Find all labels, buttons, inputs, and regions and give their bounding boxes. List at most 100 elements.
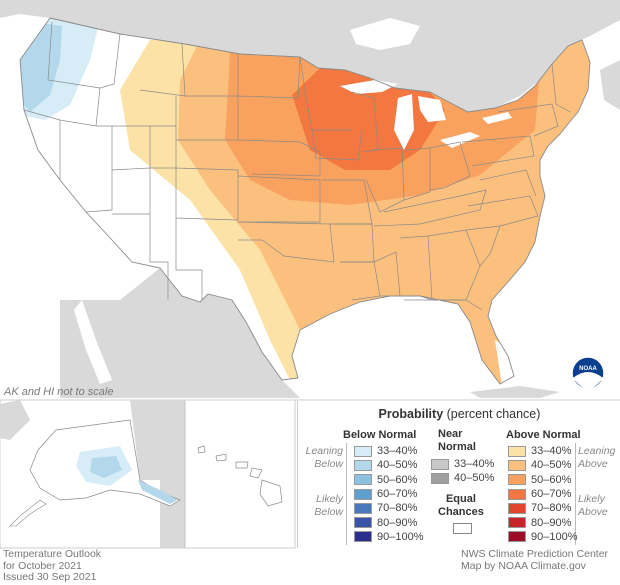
border-ut-az: [111, 167, 151, 171]
noaa-logo-text: NOAA: [579, 366, 597, 372]
lake-michigan: [394, 94, 414, 150]
likely-below-label: Likely Below: [301, 493, 343, 519]
above-swatch-label: 60–70%: [531, 488, 572, 501]
scale-note: AK and HI not to scale: [3, 386, 113, 398]
near-swatch-label: 33–40%: [454, 458, 495, 471]
above-legend-row: 80–90%: [508, 515, 578, 529]
above-swatch-label: 50–60%: [531, 473, 572, 486]
equal-chances-line1: Equal: [445, 493, 476, 505]
footer-left-line3: Issued 30 Sep 2021: [3, 571, 97, 583]
border-wa-or: [47, 21, 101, 89]
border-mn: [299, 56, 352, 131]
leaning-above-line2: Above: [578, 458, 608, 470]
below-swatch-list: 33–40% 40–50% 50–60% 60–70% 70–80% 80–90% 90–1…: [354, 444, 424, 544]
border-co-ut: [112, 126, 177, 215]
footer-right-line2: Map by NOAA Climate.gov: [461, 559, 586, 572]
above-legend-row: 40–50%: [508, 458, 578, 472]
above-swatch: [508, 502, 526, 514]
below-bracket: [346, 443, 347, 545]
below-legend-row: 60–70%: [354, 487, 424, 501]
likely-above-label: Likely Above: [578, 493, 608, 519]
near-legend-row: 33–40%: [431, 457, 494, 471]
mexico-landmass: [60, 268, 300, 398]
above-swatch-label: 33–40%: [531, 445, 572, 458]
near-swatch-list: 33–40% 40–50%: [431, 457, 494, 486]
lake-ontario: [482, 112, 512, 124]
border-nv-az: [85, 125, 113, 213]
lake-huron: [418, 96, 446, 122]
border-fl: [419, 295, 483, 311]
above-legend-row: 90–100%: [508, 530, 578, 544]
border-ky-tn: [373, 189, 487, 227]
footer-right: NWS Climate Prediction Center Map by NOA…: [461, 548, 608, 572]
border-ny: [497, 103, 559, 137]
border-ne: [237, 139, 321, 177]
below-swatch-label: 80–90%: [377, 516, 418, 529]
near-heading-line1: Near: [438, 428, 463, 440]
lake-water-canada: [350, 18, 420, 50]
above-swatch-label: 40–50%: [531, 459, 572, 472]
border-or-ca: [23, 109, 61, 121]
island-oahu: [215, 453, 227, 462]
border-ms: [373, 251, 401, 297]
gulf-of-california: [74, 300, 112, 384]
border-nc: [467, 195, 539, 227]
below-legend-row: 33–40%: [354, 444, 424, 458]
footer-left-line1: Temperature Outlook: [3, 548, 102, 560]
near-swatch-label: 40–50%: [454, 472, 495, 485]
hawaii-islands: [197, 445, 283, 507]
hawaii-panel: [184, 399, 296, 549]
above-swatch: [508, 488, 526, 500]
border-oh: [429, 141, 471, 191]
below-swatch: [354, 531, 372, 543]
canada-near-alaska: [130, 400, 184, 548]
below-swatch: [354, 474, 372, 486]
leaning-below-line2: Below: [314, 458, 343, 470]
border-pa: [461, 135, 535, 167]
below-legend-row: 80–90%: [354, 515, 424, 529]
below-legend-row: 90–100%: [354, 530, 424, 544]
border-or-id-nv: [59, 33, 121, 180]
likely-above-line2: Above: [578, 506, 608, 518]
border-nm-tx: [175, 218, 203, 300]
alaska-panhandle-band: [138, 480, 178, 504]
legend-title-rest: (percent chance): [446, 407, 541, 421]
border-in: [403, 147, 431, 201]
canada-landmass: [0, 0, 620, 112]
below-swatch: [354, 459, 372, 471]
likely-below-line1: Likely: [316, 493, 343, 505]
legend-title-bold: Probability: [378, 407, 444, 421]
border-va: [479, 169, 537, 197]
below-legend-row: 70–80%: [354, 501, 424, 515]
russia-landmass: [0, 400, 30, 440]
border-sc: [465, 225, 501, 267]
above-swatch-list: 33–40% 40–50% 50–60% 60–70% 70–80% 80–90% 90–1…: [508, 444, 578, 544]
near-swatch: [431, 458, 449, 470]
above-swatch: [508, 474, 526, 486]
below-swatch-label: 70–80%: [377, 502, 418, 515]
above-heading: Above Normal: [506, 429, 581, 441]
below-swatch: [354, 445, 372, 457]
equal-chances-label: Equal Chances: [438, 493, 484, 519]
above-swatch-label: 90–100%: [531, 530, 578, 543]
below-heading: Below Normal: [343, 429, 417, 441]
above-swatch: [508, 445, 526, 457]
above-swatch: [508, 531, 526, 543]
above-swatch: [508, 517, 526, 529]
island-kauai: [197, 445, 206, 454]
alaska-below-40-50: [90, 456, 122, 478]
footer-left: Temperature Outlook for October 2021 Iss…: [3, 548, 102, 584]
below-legend-row: 40–50%: [354, 458, 424, 472]
likely-above-line1: Likely: [578, 493, 605, 505]
leaning-below-label: Leaning Below: [301, 445, 343, 471]
near-heading: Near Normal: [438, 428, 476, 454]
near-legend-row: 40–50%: [431, 471, 494, 485]
noaa-logo-wave: [573, 372, 603, 389]
above-swatch-label: 80–90%: [531, 516, 572, 529]
border-la: [340, 261, 381, 301]
border-ok: [237, 221, 335, 263]
border-ks: [237, 175, 321, 223]
island-molokai: [235, 461, 249, 469]
state-boundaries: [19, 17, 591, 385]
maritime-landmass: [600, 60, 620, 110]
